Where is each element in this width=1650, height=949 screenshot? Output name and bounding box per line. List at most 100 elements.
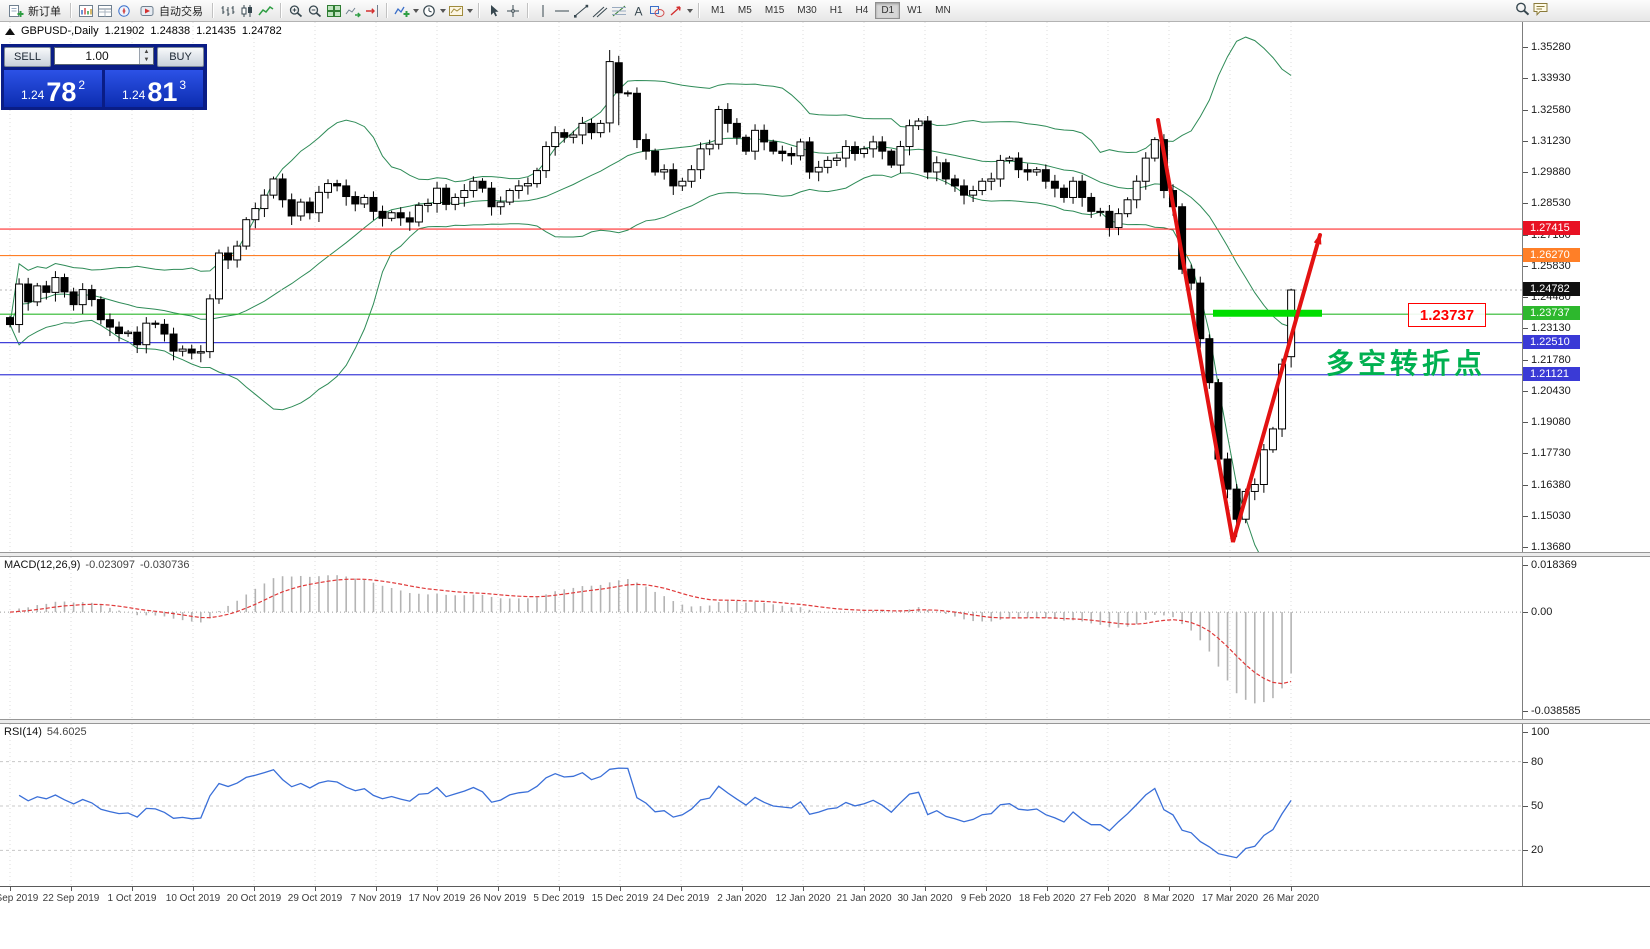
chart-title: GBPUSD-,Daily (21, 25, 99, 37)
date-label: 12 Sep 2019 (0, 893, 39, 904)
rsi-header: RSI(14) 54.6025 (4, 726, 87, 738)
horizontal-line-tool-icon[interactable] (553, 3, 571, 18)
bollinger-bands (9, 36, 1292, 552)
volume-up-button[interactable]: ▲ (140, 48, 153, 56)
timeframe-h1-button[interactable]: H1 (829, 5, 843, 16)
bar-chart-type-icon[interactable] (219, 3, 237, 18)
timeframe-mn-button[interactable]: MN (935, 5, 951, 16)
volume-input[interactable]: 1.00 (85, 49, 109, 63)
candlestick-chart-type-icon[interactable] (238, 3, 256, 18)
bottom-space (0, 910, 1650, 949)
price-axis-label: 1.16380 (1523, 478, 1571, 491)
date-tick (803, 887, 804, 891)
price-scale[interactable]: 1.35280 1.33930 1.32580 1.31230 1.29880 1.285… (1522, 22, 1650, 553)
timeframe-d1-button[interactable]: D1 (875, 2, 901, 19)
date-tick (742, 887, 743, 891)
date-label: 5 Dec 2019 (533, 893, 585, 904)
timeframe-m1-button[interactable]: M1 (711, 5, 725, 16)
arrows-dropdown-caret[interactable] (687, 8, 693, 13)
periods-clock-icon[interactable] (420, 3, 438, 18)
trendline-tool-icon[interactable] (572, 3, 590, 18)
toolbar-separator (386, 3, 388, 18)
auto-scroll-icon[interactable] (344, 3, 362, 18)
rsi-axis-label: 20 (1522, 844, 1544, 857)
rsi-name: RSI(14) (4, 726, 42, 738)
buy-price-big: 81 (147, 77, 178, 107)
timeframe-m5-button[interactable]: M5 (737, 5, 752, 16)
price-level-annotation[interactable]: 1.23737 (1408, 303, 1486, 327)
date-label: 9 Feb 2020 (960, 893, 1012, 904)
line-chart-type-icon[interactable] (257, 3, 275, 18)
date-label: 17 Nov 2019 (408, 893, 466, 904)
macd-canvas[interactable] (0, 557, 1522, 719)
macd-axis-label: 0.00 (1522, 606, 1553, 619)
timeframe-w1-button[interactable]: W1 (907, 5, 923, 16)
date-label: 21 Jan 2020 (836, 893, 892, 904)
data-window-icon[interactable] (96, 3, 114, 18)
new-order-button[interactable]: 新订单 (3, 1, 65, 21)
date-tick (925, 887, 926, 891)
chart-shift-icon[interactable] (363, 3, 381, 18)
rsi-scale[interactable]: 100 80 50 20 (1522, 724, 1650, 886)
sell-price-display[interactable]: 1.24 78 2 (4, 70, 102, 107)
date-label: 12 Jan 2020 (775, 893, 831, 904)
price-axis-label: 1.17730 (1523, 447, 1571, 460)
indicators-add-icon[interactable] (393, 3, 411, 18)
chart-marker-icon (5, 27, 15, 35)
tile-windows-icon[interactable] (325, 3, 343, 18)
templates-icon[interactable] (447, 3, 465, 18)
crosshair-icon[interactable] (504, 3, 522, 18)
ohlc-low-value: 1.21435 (196, 25, 236, 37)
buy-button[interactable]: BUY (157, 47, 204, 67)
macd-scale[interactable]: 0.018369 0.00 -0.038585 (1522, 557, 1650, 719)
panel-splitter[interactable] (0, 552, 1650, 557)
timeframe-m30-button[interactable]: M30 (797, 5, 817, 16)
indicators-dropdown-caret[interactable] (413, 8, 419, 13)
sell-button[interactable]: SELL (4, 47, 51, 67)
date-label: 26 Nov 2019 (469, 893, 527, 904)
search-icon[interactable] (1514, 1, 1532, 16)
autotrading-button[interactable]: 自动交易 (134, 1, 207, 21)
toolbar-separator (698, 3, 700, 18)
market-watch-icon[interactable] (77, 3, 95, 18)
timeframe-m15-button[interactable]: M15 (764, 5, 785, 16)
templates-dropdown-caret[interactable] (467, 8, 473, 13)
date-label: 17 Mar 2020 (1201, 893, 1259, 904)
new-order-label: 新订单 (28, 5, 61, 18)
price-axis-label: 1.15030 (1523, 509, 1571, 522)
navigator-icon[interactable] (115, 3, 133, 18)
zoom-in-icon[interactable] (287, 3, 305, 18)
shapes-tool-icon[interactable] (648, 3, 666, 18)
price-tag: 1.22510 (1523, 334, 1580, 349)
periods-dropdown-caret[interactable] (440, 8, 446, 13)
chart-header: GBPUSD-,Daily 1.21902 1.24838 1.21435 1.… (5, 25, 282, 37)
main-chart-canvas[interactable] (0, 22, 1522, 552)
volume-down-button[interactable]: ▼ (140, 56, 153, 64)
fibonacci-tool-icon[interactable] (610, 3, 628, 18)
cursor-icon[interactable] (485, 3, 503, 18)
date-tick (681, 887, 682, 891)
rsi-canvas[interactable] (0, 724, 1522, 886)
date-label: 20 Oct 2019 (226, 893, 282, 904)
price-axis-label: 1.23130 (1523, 322, 1571, 335)
chat-icon[interactable] (1532, 1, 1550, 16)
volume-spinner: ▲ ▼ (139, 48, 153, 64)
date-label: 10 Oct 2019 (165, 893, 221, 904)
price-axis-label: 1.31230 (1523, 134, 1571, 147)
arrows-tool-icon[interactable] (667, 3, 685, 18)
zoom-out-icon[interactable] (306, 3, 324, 18)
buy-price-display[interactable]: 1.24 81 3 (105, 70, 203, 107)
date-label: 7 Nov 2019 (350, 893, 402, 904)
text-tool-icon[interactable]: A (629, 3, 647, 18)
vertical-line-tool-icon[interactable] (534, 3, 552, 18)
date-tick (254, 887, 255, 891)
price-tag: 1.24782 (1523, 282, 1580, 296)
timeframe-h4-button[interactable]: H4 (855, 5, 869, 16)
date-tick (986, 887, 987, 891)
turning-point-annotation[interactable]: 多空转折点 (1326, 348, 1487, 379)
panel-splitter[interactable] (0, 719, 1650, 724)
date-tick (1108, 887, 1109, 891)
channel-tool-icon[interactable] (591, 3, 609, 18)
rsi-axis-label: 50 (1522, 800, 1544, 812)
